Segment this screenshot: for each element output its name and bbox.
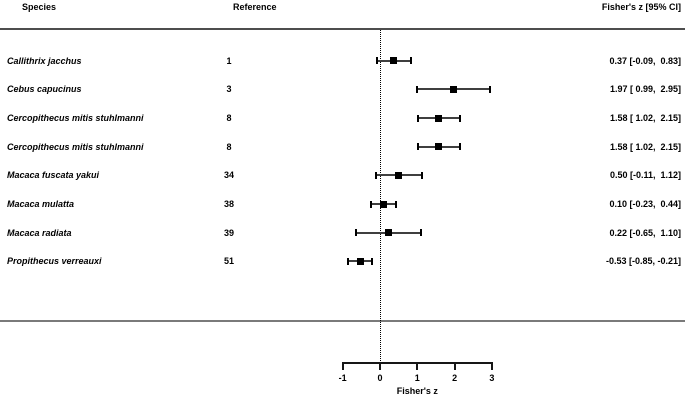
table-row: Macaca mulatta 38 0.10 [-0.23, 0.44]	[0, 190, 685, 218]
x-axis-tick	[341, 362, 344, 370]
species-label: Cercopithecus mitis stuhlmanni	[7, 113, 144, 124]
reference-value: 38	[223, 199, 235, 209]
reference-column-header: Reference	[233, 2, 277, 12]
ci-cap-left	[370, 200, 373, 208]
species-label: Macaca radiata	[7, 227, 72, 238]
ci-cap-right	[409, 57, 412, 65]
point-marker	[390, 57, 398, 65]
species-label: Propithecus verreauxi	[7, 256, 102, 267]
header-rule	[0, 28, 685, 30]
x-axis-title: Fisher's z	[396, 386, 438, 396]
estimate-column-header: Fisher's z [95% CI]	[601, 2, 681, 12]
point-marker	[435, 114, 443, 122]
estimate-value: 0.50 [-0.11, 1.12]	[609, 170, 681, 181]
x-axis-tick-label: -1	[338, 373, 347, 383]
footer-rule	[0, 320, 685, 322]
ci-cap-left	[354, 229, 357, 237]
table-row: Callithrix jacchus 1 0.37 [-0.09, 0.83]	[0, 47, 685, 75]
estimate-value: 0.37 [-0.09, 0.83]	[609, 55, 681, 66]
ci-cap-left	[417, 143, 420, 151]
table-row: Macaca radiata 39 0.22 [-0.65, 1.10]	[0, 219, 685, 247]
point-marker	[435, 143, 443, 151]
x-axis-tick-label: 1	[414, 373, 420, 383]
ci-cap-left	[417, 114, 420, 122]
table-row: Cercopithecus mitis stuhlmanni 8 1.58 [ 1.…	[0, 104, 685, 132]
reference-value: 1	[226, 55, 232, 66]
table-row: Cebus capucinus 3 1.97 [ 0.99, 2.95]	[0, 75, 685, 103]
ci-cap-left	[347, 257, 350, 265]
zero-reference-line	[379, 30, 381, 363]
reference-value: 39	[223, 227, 235, 238]
species-label: Callithrix jacchus	[7, 55, 82, 66]
species-label: Macaca fuscata yakui	[7, 170, 100, 181]
x-axis-tick-label: 0	[377, 373, 383, 383]
ci-cap-left	[415, 85, 418, 93]
estimate-value: 1.58 [ 1.02, 2.15]	[609, 113, 681, 124]
estimate-value: 0.22 [-0.65, 1.10]	[609, 227, 681, 238]
ci-cap-left	[375, 57, 378, 65]
estimate-value: -0.53 [-0.85, -0.21]	[605, 256, 681, 267]
point-marker	[356, 257, 364, 265]
species-column-header: Species	[22, 2, 57, 12]
estimate-value: 0.10 [-0.23, 0.44]	[609, 199, 681, 209]
x-axis-tick	[490, 362, 493, 370]
point-marker	[380, 200, 388, 208]
x-axis-tick	[379, 362, 381, 370]
table-row: Propithecus verreauxi 51 -0.53 [-0.85, -0.…	[0, 247, 685, 275]
table-row: Macaca fuscata yakui 34 0.50 [-0.11, 1.12]	[0, 161, 685, 189]
reference-value: 34	[223, 170, 235, 181]
point-marker	[384, 229, 392, 237]
ci-cap-right	[371, 257, 374, 265]
estimate-value: 1.97 [ 0.99, 2.95]	[609, 84, 681, 95]
x-axis-tick-label: 2	[452, 373, 458, 383]
ci-cap-right	[395, 200, 398, 208]
x-axis-tick-label: 3	[489, 373, 495, 383]
species-label: Cebus capucinus	[7, 84, 82, 95]
x-axis-tick	[453, 362, 456, 370]
ci-cap-right	[459, 143, 462, 151]
point-marker	[395, 171, 403, 179]
ci-cap-right	[489, 85, 492, 93]
reference-value: 8	[226, 113, 232, 124]
ci-cap-right	[459, 114, 462, 122]
point-marker	[449, 85, 457, 93]
ci-cap-right	[420, 171, 423, 179]
ci-cap-right	[420, 229, 423, 237]
species-label: Cercopithecus mitis stuhlmanni	[7, 141, 144, 152]
reference-value: 51	[223, 256, 235, 267]
species-label: Macaca mulatta	[7, 199, 75, 209]
estimate-value: 1.58 [ 1.02, 2.15]	[609, 141, 681, 152]
ci-cap-left	[374, 171, 377, 179]
reference-value: 8	[226, 141, 232, 152]
x-axis-tick	[416, 362, 419, 370]
table-row: Cercopithecus mitis stuhlmanni 8 1.58 [ 1.…	[0, 133, 685, 161]
reference-value: 3	[226, 84, 232, 95]
